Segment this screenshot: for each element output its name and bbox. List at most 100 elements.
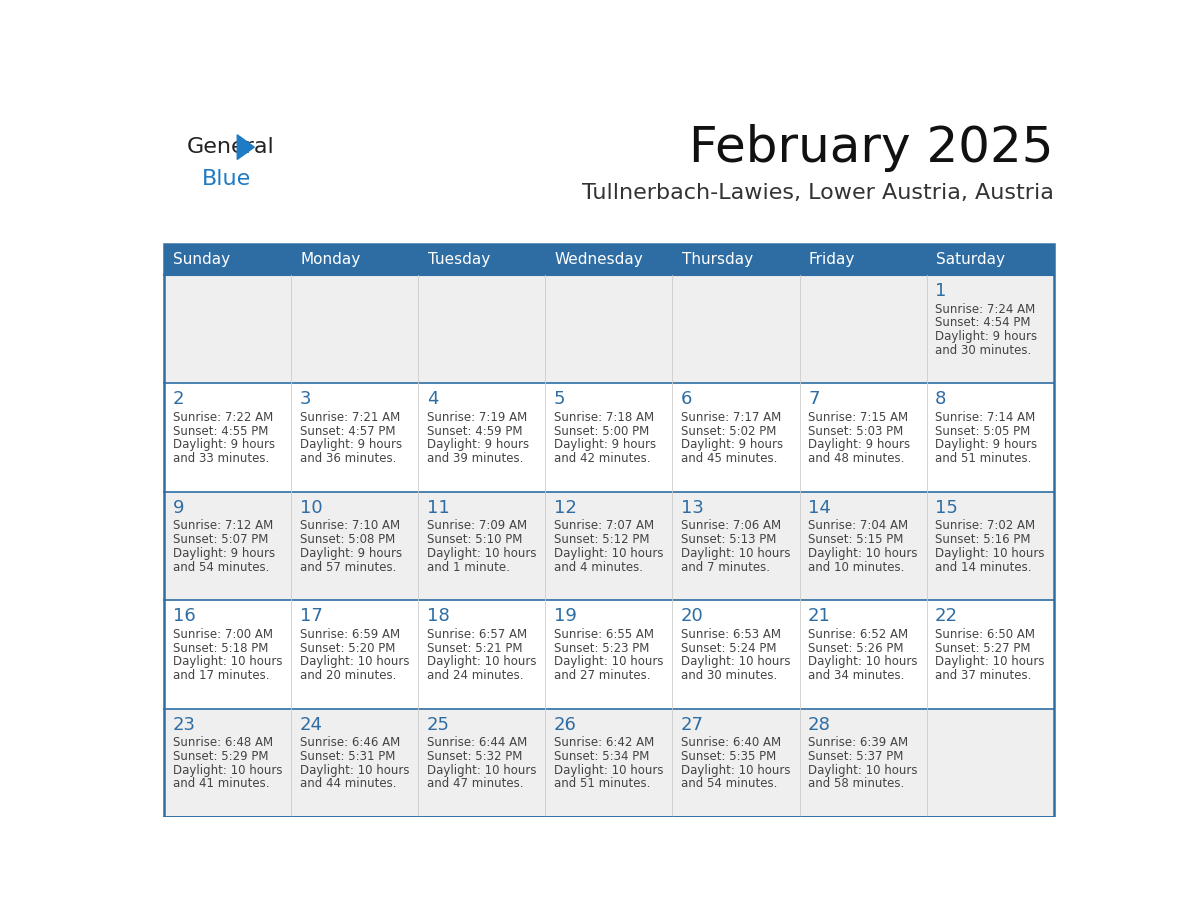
Text: Sunset: 5:31 PM: Sunset: 5:31 PM: [299, 750, 394, 763]
Text: Sunset: 4:55 PM: Sunset: 4:55 PM: [172, 425, 268, 438]
Text: and 42 minutes.: and 42 minutes.: [554, 453, 650, 465]
Text: 24: 24: [299, 715, 323, 733]
Text: and 1 minute.: and 1 minute.: [426, 561, 510, 574]
Bar: [800, 709, 927, 817]
Text: Sunrise: 7:10 AM: Sunrise: 7:10 AM: [299, 520, 399, 532]
Text: 23: 23: [172, 715, 196, 733]
Text: Sunrise: 6:57 AM: Sunrise: 6:57 AM: [426, 628, 526, 641]
Text: Sunset: 4:54 PM: Sunset: 4:54 PM: [935, 317, 1031, 330]
Bar: [672, 274, 800, 384]
Bar: [545, 600, 672, 709]
Text: Sunrise: 6:42 AM: Sunrise: 6:42 AM: [554, 736, 655, 749]
Text: Sunset: 5:07 PM: Sunset: 5:07 PM: [172, 533, 268, 546]
Text: and 14 minutes.: and 14 minutes.: [935, 561, 1031, 574]
Text: and 54 minutes.: and 54 minutes.: [172, 561, 268, 574]
Bar: [418, 244, 545, 274]
Text: 11: 11: [426, 498, 449, 517]
Text: 25: 25: [426, 715, 450, 733]
Bar: [800, 600, 927, 709]
Bar: [545, 492, 672, 600]
Text: Daylight: 10 hours: Daylight: 10 hours: [808, 547, 917, 560]
Bar: [927, 274, 1054, 384]
Bar: [164, 384, 291, 492]
Text: Sunday: Sunday: [173, 252, 230, 267]
Text: Sunrise: 6:46 AM: Sunrise: 6:46 AM: [299, 736, 400, 749]
Text: and 51 minutes.: and 51 minutes.: [935, 453, 1031, 465]
Text: Sunrise: 7:12 AM: Sunrise: 7:12 AM: [172, 520, 273, 532]
Text: Sunset: 5:35 PM: Sunset: 5:35 PM: [681, 750, 776, 763]
Bar: [927, 600, 1054, 709]
Text: and 45 minutes.: and 45 minutes.: [681, 453, 777, 465]
Text: Daylight: 10 hours: Daylight: 10 hours: [935, 547, 1044, 560]
Text: 9: 9: [172, 498, 184, 517]
Text: and 27 minutes.: and 27 minutes.: [554, 669, 650, 682]
Text: and 58 minutes.: and 58 minutes.: [808, 778, 904, 790]
Text: 5: 5: [554, 390, 565, 409]
Text: 22: 22: [935, 607, 959, 625]
Text: Sunrise: 7:07 AM: Sunrise: 7:07 AM: [554, 520, 653, 532]
Text: Sunset: 5:23 PM: Sunset: 5:23 PM: [554, 642, 649, 655]
Text: Sunrise: 7:06 AM: Sunrise: 7:06 AM: [681, 520, 781, 532]
Text: Sunrise: 6:48 AM: Sunrise: 6:48 AM: [172, 736, 273, 749]
Bar: [164, 600, 291, 709]
Text: Daylight: 10 hours: Daylight: 10 hours: [426, 655, 536, 668]
Text: Sunset: 4:57 PM: Sunset: 4:57 PM: [299, 425, 396, 438]
Text: Sunrise: 7:19 AM: Sunrise: 7:19 AM: [426, 411, 527, 424]
Text: Daylight: 10 hours: Daylight: 10 hours: [554, 547, 663, 560]
Text: February 2025: February 2025: [689, 124, 1054, 172]
Text: Sunrise: 7:09 AM: Sunrise: 7:09 AM: [426, 520, 526, 532]
Text: and 47 minutes.: and 47 minutes.: [426, 778, 523, 790]
Bar: [418, 600, 545, 709]
Text: Daylight: 10 hours: Daylight: 10 hours: [172, 655, 282, 668]
Text: 21: 21: [808, 607, 830, 625]
Bar: [418, 274, 545, 384]
Text: Sunrise: 6:55 AM: Sunrise: 6:55 AM: [554, 628, 653, 641]
Text: Sunset: 5:32 PM: Sunset: 5:32 PM: [426, 750, 522, 763]
Text: Sunrise: 6:52 AM: Sunrise: 6:52 AM: [808, 628, 908, 641]
Text: 7: 7: [808, 390, 820, 409]
Text: 15: 15: [935, 498, 958, 517]
Bar: [927, 709, 1054, 817]
Text: Daylight: 9 hours: Daylight: 9 hours: [299, 547, 402, 560]
Bar: [927, 492, 1054, 600]
Bar: [672, 384, 800, 492]
Text: Sunset: 5:18 PM: Sunset: 5:18 PM: [172, 642, 268, 655]
Text: 16: 16: [172, 607, 195, 625]
Text: Sunrise: 7:21 AM: Sunrise: 7:21 AM: [299, 411, 400, 424]
Text: 27: 27: [681, 715, 704, 733]
Bar: [545, 709, 672, 817]
Text: Daylight: 10 hours: Daylight: 10 hours: [681, 764, 790, 777]
Text: Sunrise: 7:15 AM: Sunrise: 7:15 AM: [808, 411, 908, 424]
Text: and 33 minutes.: and 33 minutes.: [172, 453, 268, 465]
Text: 20: 20: [681, 607, 703, 625]
Bar: [418, 384, 545, 492]
Text: Sunrise: 7:14 AM: Sunrise: 7:14 AM: [935, 411, 1036, 424]
Text: Friday: Friday: [809, 252, 855, 267]
Bar: [800, 274, 927, 384]
Text: Sunrise: 7:22 AM: Sunrise: 7:22 AM: [172, 411, 273, 424]
Text: Monday: Monday: [301, 252, 361, 267]
Bar: [291, 709, 418, 817]
Text: and 36 minutes.: and 36 minutes.: [299, 453, 396, 465]
Bar: [164, 244, 291, 274]
Text: Sunset: 5:20 PM: Sunset: 5:20 PM: [299, 642, 394, 655]
Text: Tullnerbach-Lawies, Lower Austria, Austria: Tullnerbach-Lawies, Lower Austria, Austr…: [582, 184, 1054, 203]
Text: Sunset: 5:26 PM: Sunset: 5:26 PM: [808, 642, 904, 655]
Text: 1: 1: [935, 282, 947, 300]
Text: Sunset: 5:00 PM: Sunset: 5:00 PM: [554, 425, 649, 438]
Text: and 7 minutes.: and 7 minutes.: [681, 561, 770, 574]
Text: Tuesday: Tuesday: [428, 252, 489, 267]
Text: Daylight: 10 hours: Daylight: 10 hours: [554, 764, 663, 777]
Text: Sunrise: 7:04 AM: Sunrise: 7:04 AM: [808, 520, 908, 532]
Text: 26: 26: [554, 715, 576, 733]
Text: and 24 minutes.: and 24 minutes.: [426, 669, 523, 682]
Text: 17: 17: [299, 607, 322, 625]
Text: Sunrise: 6:50 AM: Sunrise: 6:50 AM: [935, 628, 1035, 641]
Bar: [418, 492, 545, 600]
Text: Sunset: 5:16 PM: Sunset: 5:16 PM: [935, 533, 1031, 546]
Bar: [800, 384, 927, 492]
Text: Sunrise: 7:02 AM: Sunrise: 7:02 AM: [935, 520, 1035, 532]
Text: and 30 minutes.: and 30 minutes.: [681, 669, 777, 682]
Bar: [545, 244, 672, 274]
Text: Saturday: Saturday: [936, 252, 1005, 267]
